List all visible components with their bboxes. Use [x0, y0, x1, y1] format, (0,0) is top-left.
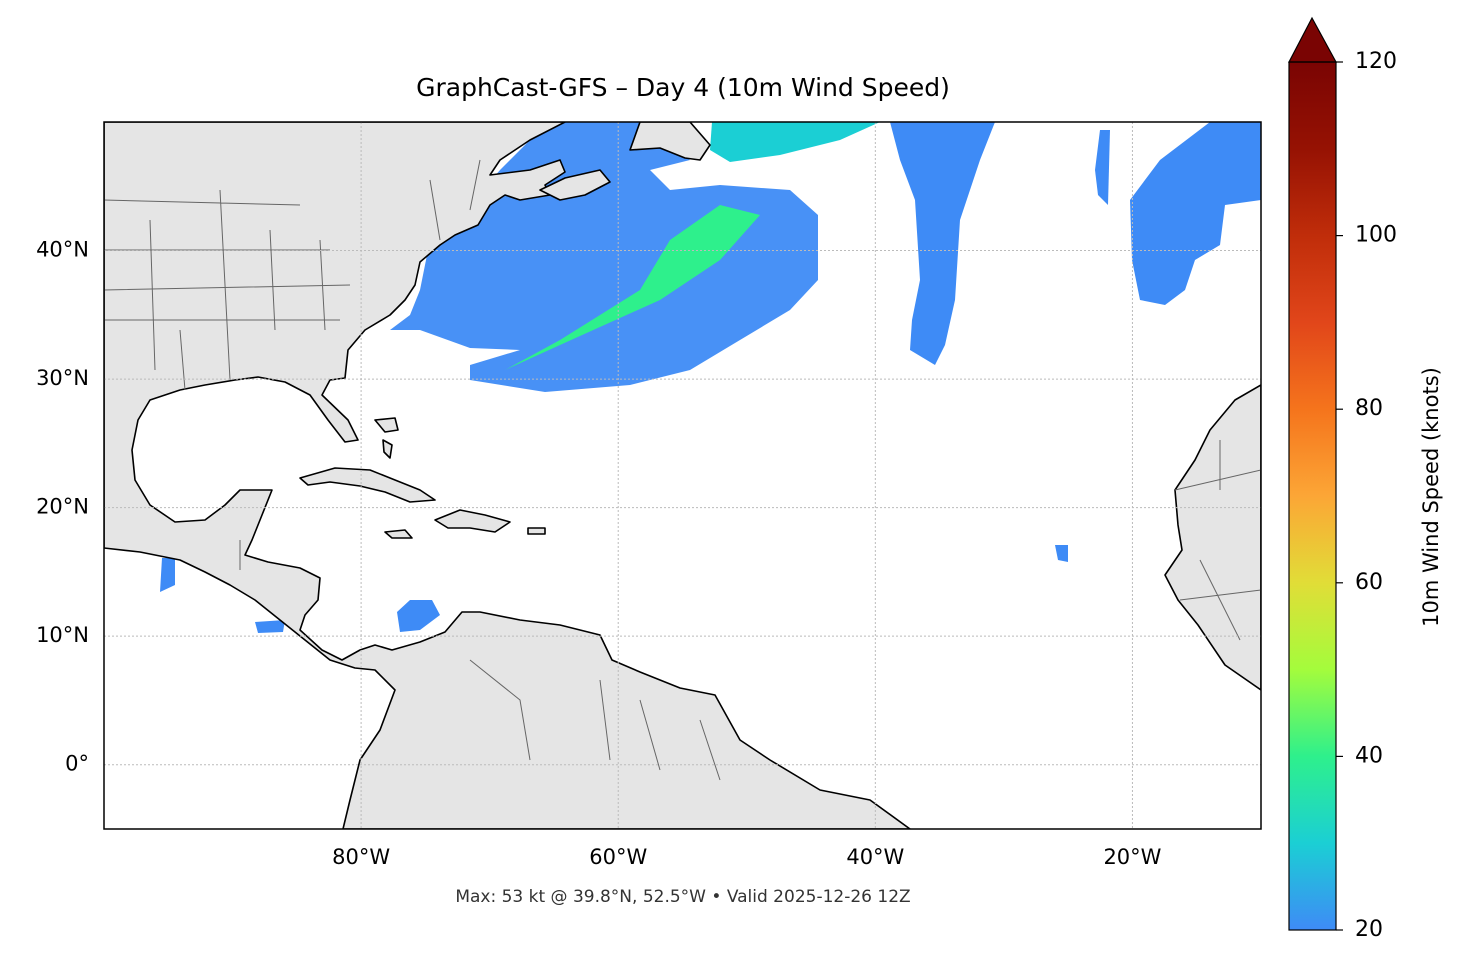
colorbar-frame	[1288, 61, 1337, 931]
grid	[104, 122, 1261, 829]
colorbar-label: 10m Wind Speed (knots)	[1419, 367, 1443, 627]
y-tick-label: 30°N	[36, 366, 89, 390]
x-tick-label: 60°W	[589, 845, 647, 869]
x-tick-label: 40°W	[846, 845, 904, 869]
colorbar-gradient	[1289, 62, 1336, 930]
x-tick-label: 80°W	[332, 845, 390, 869]
land-hispaniola	[384, 509, 546, 539]
colorbar-tick-label: 120	[1355, 49, 1397, 74]
axis-ticks: 80°W 60°W 40°W 20°W 0° 10°N 20°N 30°N 40°N	[36, 238, 1162, 869]
wind-area	[710, 122, 880, 162]
colorbar-extend	[1288, 16, 1338, 63]
map	[104, 122, 1261, 829]
y-tick-label: 10°N	[36, 623, 89, 647]
land-africa	[1164, 384, 1261, 691]
colorbar-tick-label: 40	[1355, 743, 1383, 768]
wind-area	[1130, 122, 1261, 305]
wind-core	[505, 205, 760, 370]
y-tick-label: 0°	[65, 752, 89, 776]
land-americas	[104, 122, 911, 829]
colorbar-tick-label: 100	[1355, 223, 1397, 248]
annotation: Max: 53 kt @ 39.8°N, 52.5°W • Valid 2025…	[455, 887, 910, 907]
colorbar: 10m Wind Speed (knots) 20 40 60 80 100 120	[1288, 16, 1443, 942]
chart-title: GraphCast-GFS – Day 4 (10m Wind Speed)	[416, 73, 950, 102]
wind-area	[1095, 130, 1110, 205]
colorbar-tick-label: 80	[1355, 396, 1383, 421]
land-canada-east	[539, 122, 711, 201]
y-tick-label: 20°N	[36, 495, 89, 519]
wind-area	[890, 122, 995, 365]
y-tick-label: 40°N	[36, 238, 89, 262]
map-frame	[103, 121, 1262, 830]
colorbar-tick-label: 20	[1355, 917, 1383, 942]
state-borders	[104, 159, 1261, 781]
land-cuba	[299, 467, 436, 503]
x-tick-label: 20°W	[1103, 845, 1161, 869]
land-bahamas	[374, 417, 399, 459]
colorbar-tick-label: 60	[1355, 570, 1383, 595]
